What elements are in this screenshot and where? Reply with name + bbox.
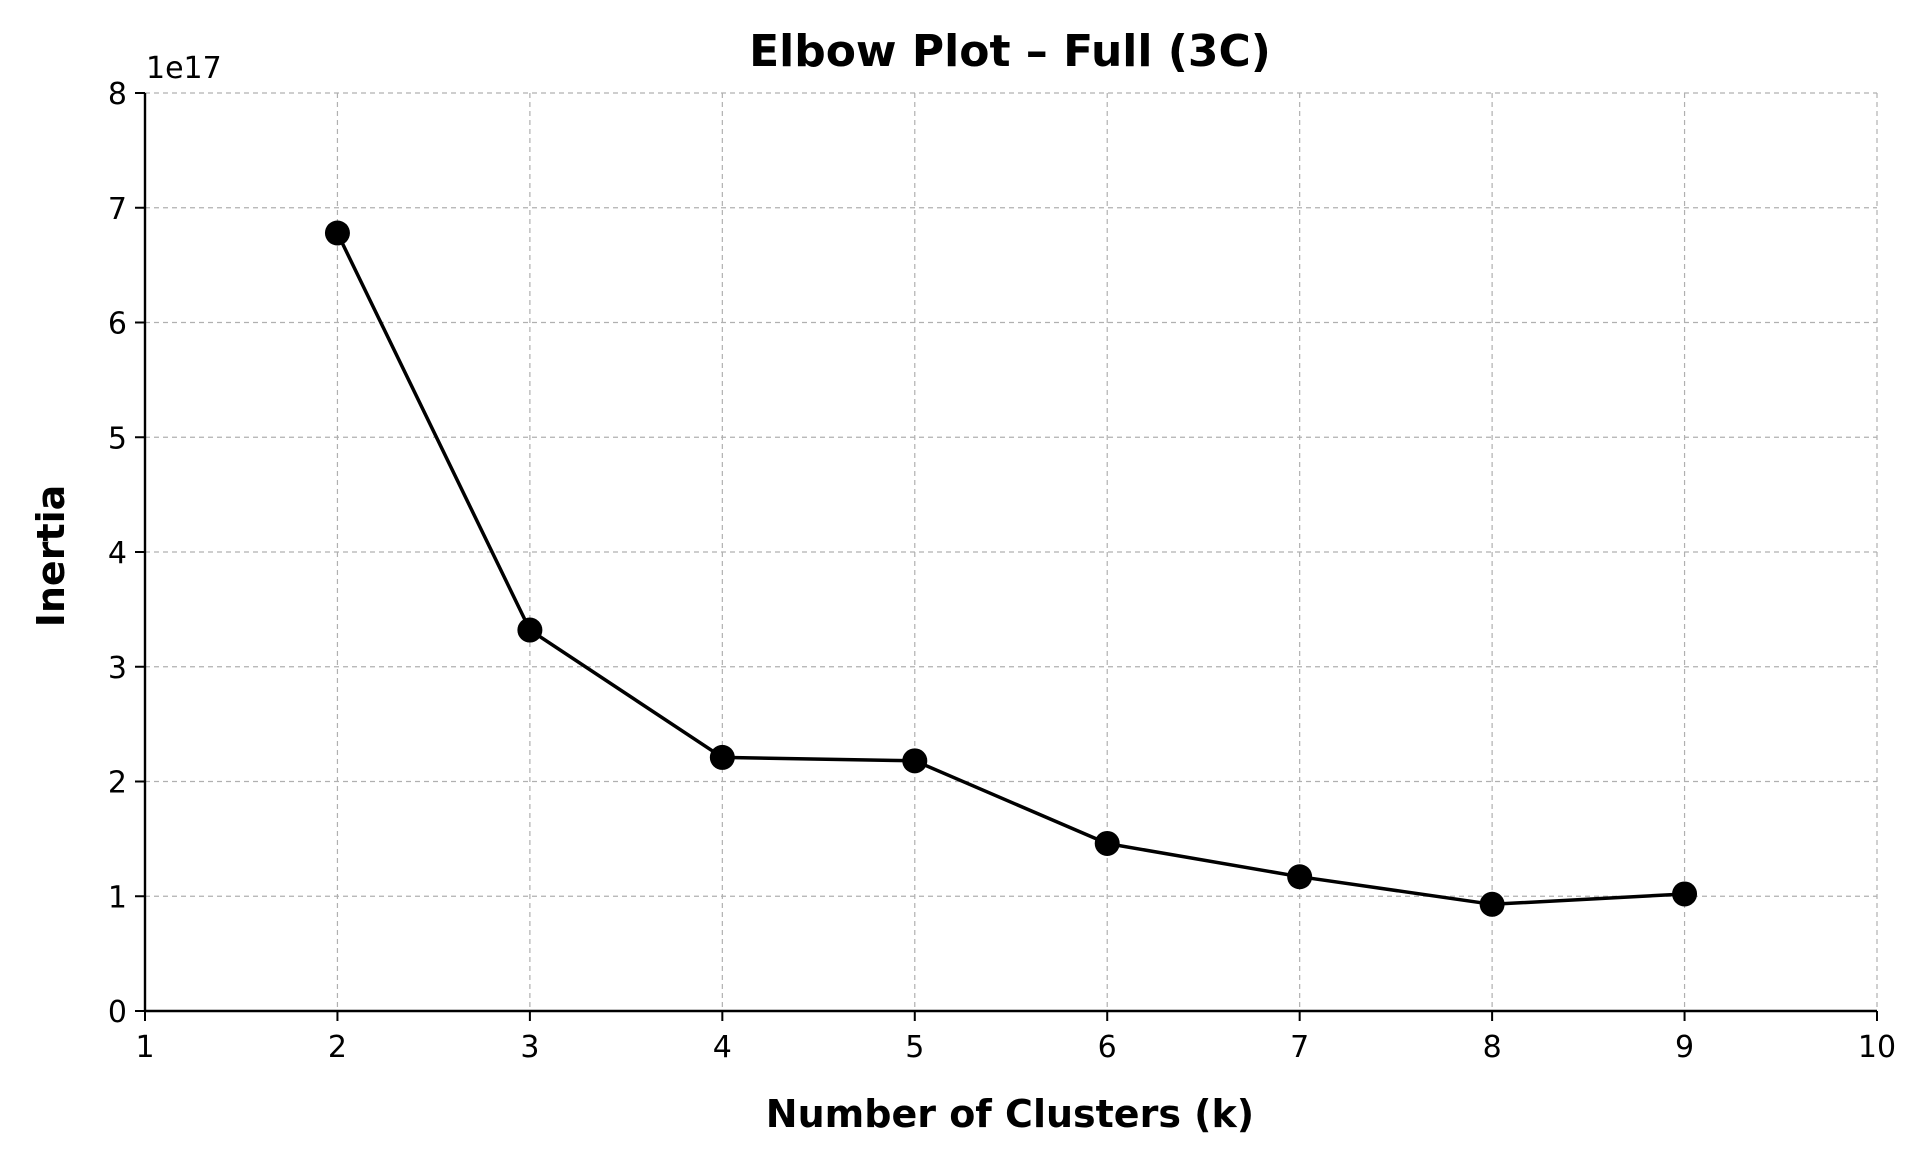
data-point [709,744,735,770]
y-tick-label: 8 [108,77,127,112]
x-tick-label: 7 [1290,1030,1309,1065]
data-point [902,748,928,774]
x-tick-label: 2 [328,1030,347,1065]
x-tick-label: 4 [713,1030,732,1065]
y-tick-label: 1 [108,880,127,915]
y-tick-label: 0 [108,995,127,1030]
x-tick-label: 1 [135,1030,154,1065]
x-tick-label: 10 [1858,1030,1896,1065]
x-axis-label: Number of Clusters (k) [766,1092,1254,1136]
y-tick-label: 6 [108,307,127,342]
y-offset-label: 1e17 [146,51,222,86]
series-line [335,232,1685,907]
y-tick-label: 2 [108,766,127,801]
data-point [517,617,543,643]
x-tick-label: 6 [1098,1030,1117,1065]
data-point [1672,881,1698,907]
grid [145,92,1878,1011]
x-tick-label: 8 [1483,1030,1502,1065]
y-tick-label: 5 [108,421,127,456]
x-tick-label: 3 [520,1030,539,1065]
x-tick-label: 5 [905,1030,924,1065]
axes [135,92,1878,1021]
y-tick-label: 7 [108,192,127,227]
data-point [324,220,350,246]
series [324,220,1698,917]
data-point [1094,830,1120,856]
x-tick-label: 9 [1675,1030,1694,1065]
y-tick-label: 4 [108,536,127,571]
data-point [1287,864,1313,890]
y-tick-label: 3 [108,651,127,686]
y-axis-label: Inertia [29,485,73,628]
chart-title: Elbow Plot – Full (3C) [749,26,1271,77]
data-point [1479,891,1505,917]
